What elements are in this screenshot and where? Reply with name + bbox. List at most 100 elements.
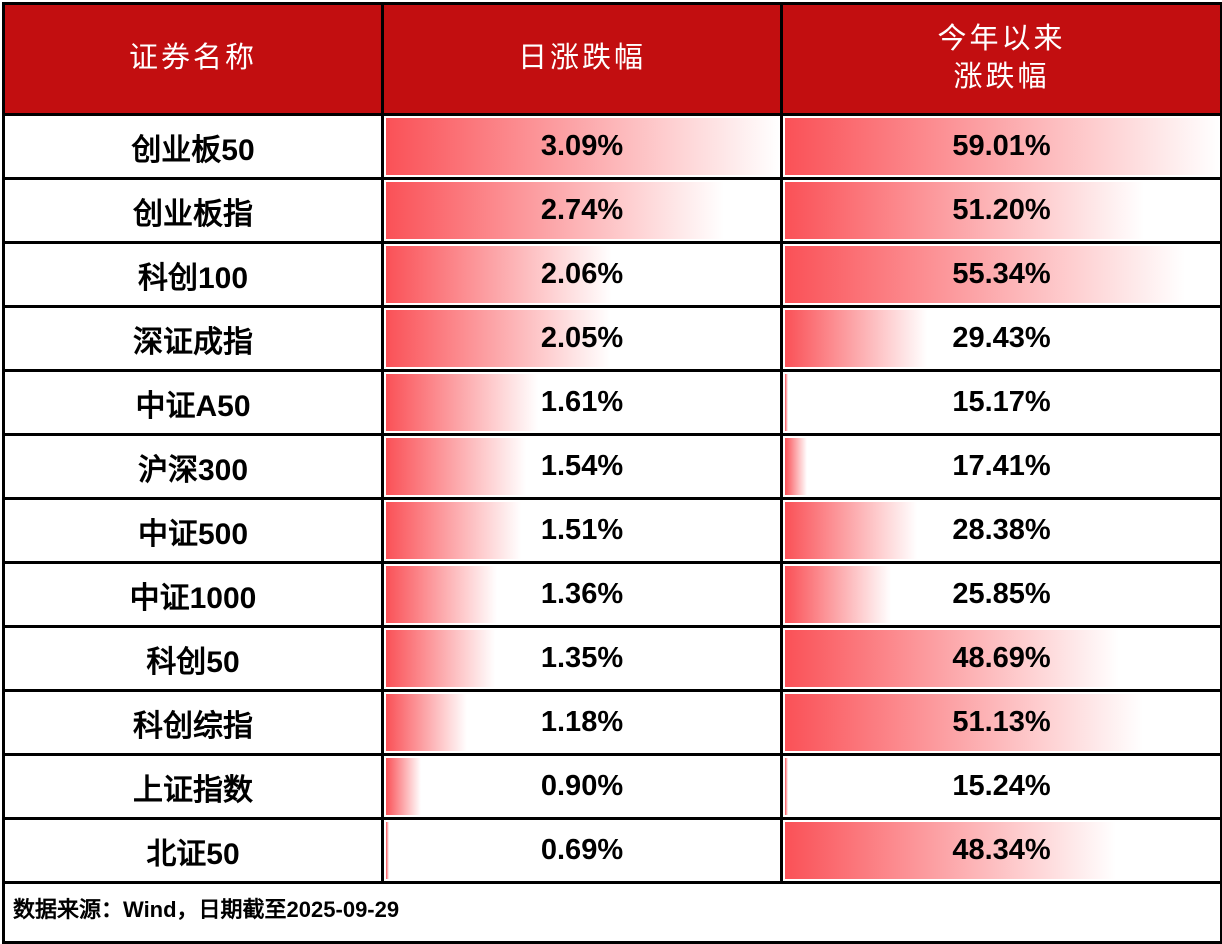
column-header-daily-change: 日涨跌幅 [381,5,780,113]
column-header-daily-change-label: 日涨跌幅 [517,42,646,75]
ytd-change-cell: 15.24% [780,756,1220,817]
table-row: 科创50 1.35% 48.69% [5,625,1220,689]
daily-change-value: 2.06% [540,258,624,290]
table-body: 创业板50 3.09% 59.01% 创业板指 2.74% 51.20% 科创1… [5,113,1220,881]
table-row: 沪深300 1.54% 17.41% [5,433,1220,497]
daily-change-cell: 1.35% [381,628,780,689]
daily-change-cell: 0.69% [381,820,780,881]
daily-change-cell: 2.06% [381,244,780,305]
daily-change-value: 1.18% [540,706,624,738]
security-name: 中证500 [5,500,381,561]
security-name: 中证1000 [5,564,381,625]
daily-change-databar [386,246,613,303]
daily-change-value: 1.61% [540,386,624,418]
daily-change-databar [386,374,538,431]
daily-change-databar [386,502,522,559]
column-header-security-name: 证券名称 [5,5,381,113]
source-note: 数据来源：Wind，日期截至2025-09-29 [13,897,400,922]
daily-change-databar [386,758,421,815]
ytd-change-value: 48.69% [952,642,1051,674]
daily-change-databar [386,822,389,879]
table-row: 深证成指 2.05% 29.43% [5,305,1220,369]
table-row: 创业板指 2.74% 51.20% [5,177,1220,241]
daily-change-cell: 1.51% [381,500,780,561]
daily-change-value: 0.69% [540,834,624,866]
daily-change-databar [386,118,779,175]
ytd-change-databar [785,566,892,623]
daily-change-value: 2.74% [540,194,624,226]
daily-change-cell: 3.09% [381,116,780,177]
column-header-ytd-change-line2: 涨跌幅 [953,61,1050,93]
security-name: 沪深300 [5,436,381,497]
daily-change-cell: 0.90% [381,756,780,817]
security-name: 上证指数 [5,756,381,817]
daily-change-cell: 2.05% [381,308,780,369]
ytd-change-databar [785,246,1186,303]
table-footer: 数据来源：Wind，日期截至2025-09-29 [5,881,1220,941]
daily-change-databar [386,310,611,367]
column-header-ytd-change: 今年以来 涨跌幅 [780,5,1220,113]
table-header-row: 证券名称 日涨跌幅 今年以来 涨跌幅 [5,5,1220,113]
ytd-change-cell: 55.34% [780,244,1220,305]
ytd-change-value: 15.17% [952,386,1051,418]
ytd-change-cell: 29.43% [780,308,1220,369]
table-row: 创业板50 3.09% 59.01% [5,113,1220,177]
daily-change-value: 2.05% [540,322,624,354]
security-name: 创业板50 [5,116,381,177]
daily-change-value: 0.90% [540,770,624,802]
ytd-change-value: 29.43% [952,322,1051,354]
ytd-change-cell: 51.13% [780,692,1220,753]
ytd-change-cell: 15.17% [780,372,1220,433]
ytd-change-value: 51.20% [952,194,1051,226]
table-row: 北证50 0.69% 48.34% [5,817,1220,881]
ytd-change-value: 25.85% [952,578,1051,610]
ytd-change-cell: 59.01% [780,116,1220,177]
security-name: 科创100 [5,244,381,305]
table-row: 上证指数 0.90% 15.24% [5,753,1220,817]
daily-change-value: 1.51% [540,514,624,546]
daily-change-cell: 1.18% [381,692,780,753]
ytd-change-value: 55.34% [952,258,1051,290]
ytd-change-databar [785,182,1145,239]
ytd-change-value: 59.01% [952,130,1051,162]
daily-change-cell: 1.61% [381,372,780,433]
daily-change-databar [386,438,527,495]
ytd-change-cell: 25.85% [780,564,1220,625]
security-name: 科创50 [5,628,381,689]
table-row: 中证1000 1.36% 25.85% [5,561,1220,625]
ytd-change-cell: 51.20% [780,180,1220,241]
ytd-change-databar [785,694,1144,751]
daily-change-databar [386,182,725,239]
ytd-change-cell: 48.34% [780,820,1220,881]
ytd-change-value: 15.24% [952,770,1051,802]
daily-change-databar [386,694,467,751]
ytd-change-value: 28.38% [952,514,1051,546]
security-name: 创业板指 [5,180,381,241]
daily-change-databar [386,566,497,623]
daily-change-cell: 2.74% [381,180,780,241]
daily-change-cell: 1.36% [381,564,780,625]
table-row: 科创综指 1.18% 51.13% [5,689,1220,753]
ytd-change-databar [785,822,1116,879]
ytd-change-databar [785,310,928,367]
ytd-change-databar [785,502,917,559]
daily-change-value: 3.09% [540,130,624,162]
ytd-change-cell: 28.38% [780,500,1220,561]
ytd-change-databar [785,438,808,495]
security-name: 北证50 [5,820,381,881]
daily-change-cell: 1.54% [381,436,780,497]
ytd-change-databar [785,630,1120,687]
security-name: 中证A50 [5,372,381,433]
ytd-change-value: 51.13% [952,706,1051,738]
table-row: 中证500 1.51% 28.38% [5,497,1220,561]
ytd-change-cell: 17.41% [780,436,1220,497]
column-header-security-name-label: 证券名称 [128,42,257,75]
ytd-change-value: 17.41% [952,450,1051,482]
ytd-change-databar [785,374,788,431]
table-row: 中证A50 1.61% 15.17% [5,369,1220,433]
daily-change-databar [386,630,495,687]
ytd-change-value: 48.34% [952,834,1051,866]
daily-change-value: 1.35% [540,642,624,674]
security-name: 科创综指 [5,692,381,753]
